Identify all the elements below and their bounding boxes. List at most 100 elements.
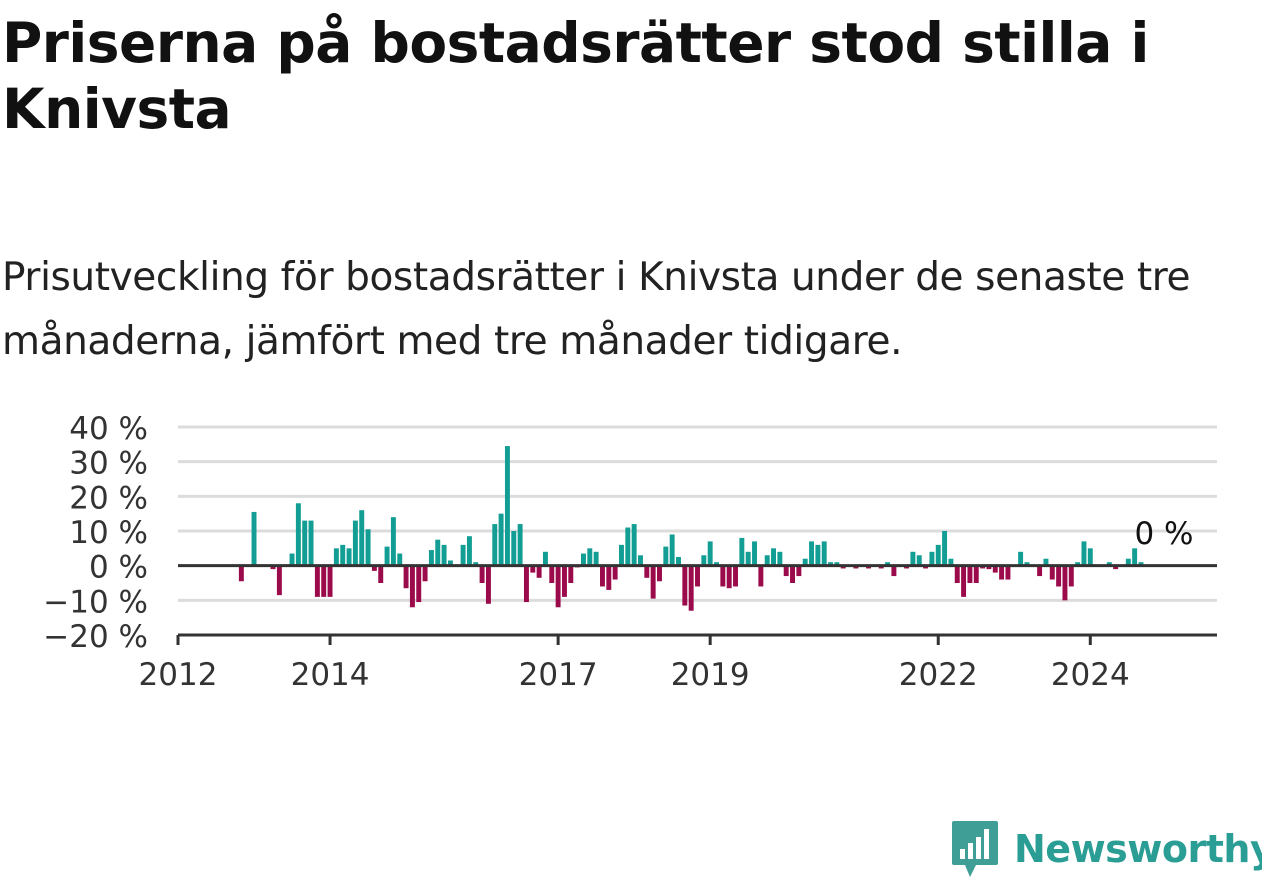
bar [321, 565, 327, 597]
newsworthy-logo-icon [952, 821, 998, 877]
bar [523, 565, 529, 603]
bar [942, 531, 948, 566]
bar [530, 565, 536, 573]
grid-lines [178, 425, 1217, 602]
bar [422, 565, 428, 582]
bar [948, 558, 954, 566]
bar [916, 555, 922, 566]
bar [504, 446, 510, 566]
bar [891, 565, 897, 577]
y-tick-label: 10 % [69, 515, 148, 551]
bar [365, 529, 371, 566]
bar [1081, 541, 1087, 566]
bar [695, 565, 700, 587]
bar [340, 544, 346, 566]
bar [542, 551, 548, 566]
bar [568, 565, 574, 583]
y-tick-label: −20 % [43, 619, 148, 655]
annotations: 0 % [1134, 516, 1193, 552]
bar [790, 565, 796, 583]
bar [935, 544, 941, 566]
bar [796, 565, 802, 577]
bar [625, 527, 631, 566]
bar [752, 541, 757, 566]
bar [1125, 558, 1131, 566]
bar [599, 565, 605, 587]
chart-title: Priserna på bostadsrätter stod stilla i … [2, 11, 1149, 141]
brand-name: Newsworthy [1014, 827, 1262, 871]
bar [555, 565, 561, 608]
bar [1049, 565, 1055, 580]
bar [511, 531, 517, 566]
bar [346, 548, 352, 566]
bar [638, 555, 643, 566]
bar [707, 541, 713, 566]
bar [492, 524, 498, 566]
bar [726, 565, 732, 589]
bar [479, 565, 485, 583]
bar [1087, 548, 1093, 566]
y-tick-label: 40 % [69, 411, 148, 447]
x-tick-label: 2022 [899, 657, 978, 693]
bar [929, 551, 935, 566]
bar [308, 520, 314, 566]
bar [1024, 562, 1030, 566]
bar [327, 565, 333, 597]
bar [251, 511, 257, 566]
bar [441, 544, 447, 566]
bar [403, 565, 409, 589]
bar [587, 548, 593, 566]
bar [657, 565, 662, 582]
bar [992, 565, 998, 573]
bar [682, 565, 688, 606]
bar [447, 560, 453, 566]
bar [295, 503, 301, 566]
bar-series [238, 446, 1144, 611]
bar [352, 520, 358, 566]
x-tick-label: 2019 [671, 657, 750, 693]
bar [302, 520, 308, 566]
bar [549, 565, 555, 583]
bar-chart: 40 %30 %20 %10 %0 %−10 %−20 % 2012 2014 20… [43, 411, 1217, 693]
bar [701, 555, 707, 566]
y-tick-label: 30 % [69, 446, 148, 482]
bar [688, 565, 694, 611]
bar [371, 565, 377, 571]
bar [384, 546, 390, 566]
bar [764, 555, 770, 566]
bar [954, 565, 960, 583]
bar [270, 565, 276, 570]
y-axis-labels: 40 %30 %20 %10 %0 %−10 %−20 % [43, 411, 148, 655]
bar [720, 565, 726, 587]
bar [834, 562, 840, 566]
y-tick-label: 0 % [89, 550, 148, 586]
bar [561, 565, 567, 597]
bar [435, 539, 441, 566]
bar [1056, 565, 1062, 587]
bar [1075, 562, 1081, 566]
bar [739, 537, 745, 566]
bar [777, 551, 783, 566]
bar [428, 550, 434, 566]
bar [676, 557, 681, 566]
bar [1005, 565, 1011, 580]
bar [1113, 565, 1119, 570]
bar [714, 562, 719, 566]
bar [802, 558, 808, 566]
bar [466, 536, 472, 566]
bar [619, 544, 624, 566]
y-tick-label: −10 % [43, 584, 148, 620]
bar [745, 551, 751, 566]
bar [1043, 558, 1049, 566]
bar [517, 524, 523, 566]
bar [821, 541, 827, 566]
bar [359, 510, 365, 566]
chart-subtitle: Prisutveckling för bostadsrätter i Knivs… [2, 255, 1191, 364]
bar [409, 565, 415, 608]
x-axis-labels: 2012 2014 2017 2019 2022 2024 [139, 657, 1130, 693]
x-tick-label: 2012 [139, 657, 218, 693]
bar [580, 553, 586, 566]
bar [397, 553, 403, 566]
bar [1018, 551, 1024, 566]
bar [815, 544, 821, 566]
